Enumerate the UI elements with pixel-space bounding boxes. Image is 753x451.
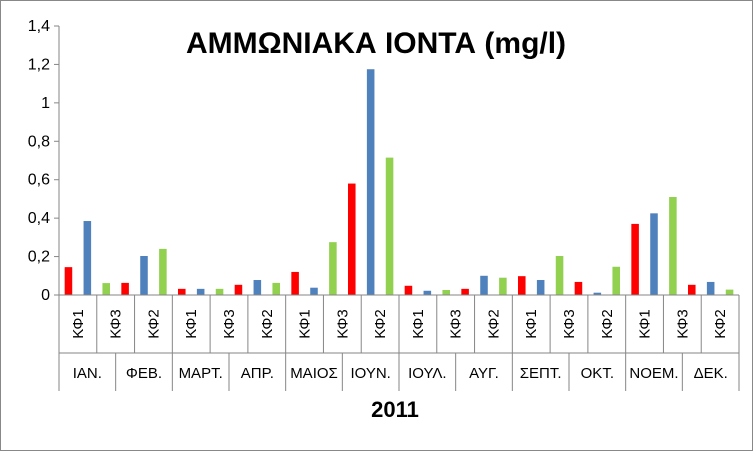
bar — [366, 69, 375, 295]
bar — [83, 221, 92, 295]
category-label: ΚΦ2 — [259, 309, 276, 339]
category-label: ΚΦ3 — [561, 309, 578, 339]
category-label: ΚΦ1 — [70, 309, 87, 339]
bar — [631, 223, 639, 295]
category-label: ΚΦ2 — [145, 309, 162, 339]
y-tick-label: 1 — [41, 95, 50, 112]
month-label: ΔΕΚ. — [694, 365, 728, 382]
bar — [669, 197, 677, 295]
bar — [518, 276, 526, 295]
bar — [102, 283, 110, 295]
bar — [178, 288, 186, 295]
bar — [121, 282, 129, 295]
bar — [574, 281, 583, 295]
bar — [253, 280, 262, 295]
y-tick-label: 0,6 — [28, 172, 50, 189]
category-label: ΚΦ1 — [637, 309, 654, 339]
category-label: ΚΦ1 — [410, 309, 427, 339]
category-label: ΚΦ1 — [297, 309, 314, 339]
category-label: ΚΦ2 — [599, 309, 616, 339]
month-label: ΙΟΥΝ. — [350, 365, 390, 382]
bar — [272, 282, 280, 295]
month-label: ΝΟΕΜ. — [629, 365, 678, 382]
month-label: ΟΚΤ. — [581, 365, 614, 382]
bar — [442, 290, 450, 295]
month-label: ΣΕΠΤ. — [520, 365, 562, 382]
bar — [650, 213, 658, 295]
month-label: ΜΑΙΟΣ — [290, 365, 338, 382]
bar — [291, 271, 299, 295]
x-axis-title: 2011 — [371, 397, 419, 422]
bar — [688, 284, 696, 295]
bar — [140, 255, 148, 295]
month-label: ΙΟΥΛ. — [408, 365, 446, 382]
y-tick-label: 1,2 — [28, 56, 50, 73]
category-label: ΚΦ3 — [334, 309, 351, 339]
month-label: ΑΠΡ. — [241, 365, 274, 382]
bars-group — [64, 69, 734, 295]
bar — [555, 255, 564, 295]
bar — [329, 242, 337, 295]
chart-title: ΑΜΜΩΝΙΑΚΑ ΙΟΝΤΑ (mg/l) — [186, 27, 566, 60]
category-label: ΚΦ3 — [674, 309, 691, 339]
month-label: ΑΥΓ. — [469, 365, 499, 382]
bar — [706, 281, 715, 295]
category-label: ΚΦ2 — [372, 309, 389, 339]
month-label: ΦΕΒ. — [126, 365, 162, 382]
bar — [196, 288, 205, 295]
y-tick-label: 0,4 — [28, 210, 50, 227]
bar — [423, 290, 432, 295]
category-label: ΚΦ2 — [485, 309, 502, 339]
category-label: ΚΦ3 — [108, 309, 125, 339]
bar — [234, 284, 243, 295]
y-tick-label: 0 — [41, 287, 50, 304]
bar — [536, 280, 545, 295]
bar — [64, 267, 73, 295]
y-tick-label: 0,2 — [28, 249, 50, 266]
bar — [404, 285, 413, 295]
bar — [348, 183, 356, 295]
category-label: ΚΦ3 — [221, 309, 238, 339]
bar — [310, 287, 318, 295]
bar — [461, 288, 469, 295]
y-tick-label: 1,4 — [28, 18, 50, 35]
bar — [593, 292, 602, 295]
bar — [499, 277, 507, 295]
bar — [215, 288, 224, 295]
bar — [612, 266, 620, 295]
y-tick-label: 0,8 — [28, 133, 50, 150]
bar — [385, 157, 394, 295]
bar — [159, 248, 167, 295]
y-axis: 0 0,2 0,4 0,6 0,8 1 1,2 1,4 — [28, 18, 60, 304]
month-label: ΜΑΡΤ. — [179, 365, 223, 382]
month-label: ΙΑΝ. — [73, 365, 102, 382]
category-label: ΚΦ1 — [183, 309, 200, 339]
bar — [725, 289, 734, 295]
category-label: ΚΦ1 — [523, 309, 540, 339]
x-axis: ΚΦ1 ΚΦ3 ΚΦ2 ΚΦ1 ΚΦ3 ΚΦ2 ΚΦ1 ΚΦ3 ΚΦ2 ΚΦ1 ΚΦ3 ΚΦ2 ΚΦ1 Κ… — [58, 294, 740, 391]
category-label: ΚΦ2 — [712, 309, 729, 339]
category-label: ΚΦ3 — [448, 309, 465, 339]
bar — [480, 275, 488, 295]
